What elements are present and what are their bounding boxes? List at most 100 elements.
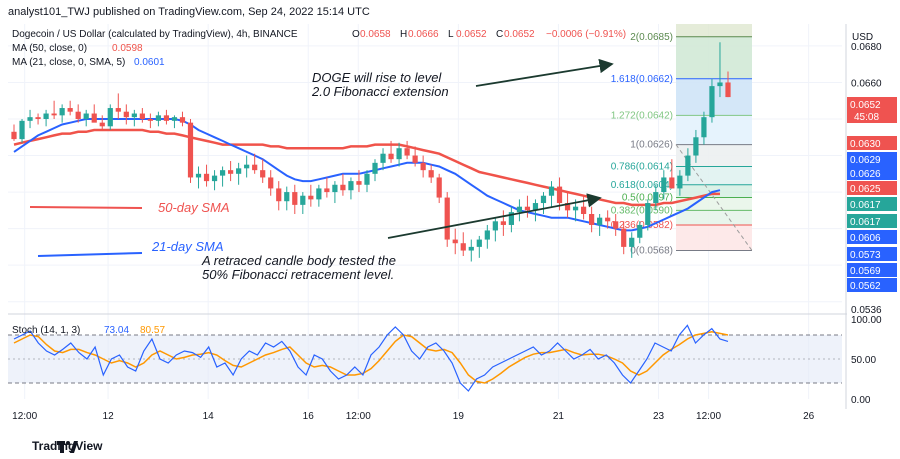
candle-body	[428, 170, 434, 178]
candle-body	[412, 155, 418, 163]
candle-body	[340, 184, 346, 191]
price-badge-label: 0.0625	[850, 184, 881, 195]
candle-body	[701, 117, 707, 138]
fib-tool[interactable]: 2(0.0685) 1.618(0.0662) 1.272(0.0642) 1(0.0…	[611, 24, 753, 257]
chart-area[interactable]: 2(0.0685) 1.618(0.0662) 1.272(0.0642) 1(0.0…	[0, 24, 900, 434]
candle-body	[211, 175, 218, 182]
price-badge	[847, 278, 897, 292]
candle-body	[460, 243, 466, 251]
candle-body	[131, 113, 137, 118]
candle-body	[356, 181, 362, 185]
candle-body	[75, 111, 81, 119]
candle-body	[372, 162, 378, 174]
candle-body	[580, 206, 587, 214]
candle-body	[564, 203, 571, 211]
price-badge-label: 0.0617	[850, 200, 881, 211]
candle-body	[99, 122, 105, 127]
candle-body	[484, 230, 490, 240]
candle-body	[605, 217, 611, 222]
ma50-line	[13, 128, 720, 207]
candle-body	[59, 108, 65, 116]
candle-body	[572, 206, 579, 211]
stoch-legend-label: Stoch (14, 1, 3)	[12, 325, 80, 336]
price-tick: 0.0660	[851, 78, 882, 89]
candle-body	[669, 177, 675, 189]
footer: TradingView	[0, 434, 900, 459]
candle-body	[725, 82, 731, 98]
candle-body	[316, 188, 322, 200]
candle-body	[589, 214, 595, 225]
candle-body	[348, 181, 354, 191]
candle-body	[284, 192, 290, 202]
candle-body	[324, 188, 330, 193]
candle-body	[332, 184, 338, 193]
countdown-label: 45:08	[854, 112, 879, 123]
price-tick: 0.0680	[851, 42, 882, 53]
price-badge	[847, 230, 897, 244]
candle-body	[404, 148, 410, 156]
ma21-label-line	[37, 252, 143, 257]
legend-change: −0.0006 (−0.91%)	[546, 29, 626, 40]
price-badge-label: 0.0629	[850, 155, 881, 166]
stoch-pane: Stoch (14, 1, 3) 73.04 80.57 100.00 50.00 0.0…	[8, 315, 882, 406]
candle-body	[244, 164, 250, 169]
tradingview-logo-icon[interactable]	[8, 436, 128, 456]
time-tick: 12:00	[12, 411, 37, 422]
candle-body	[123, 111, 129, 118]
price-badge-label: 0.0652	[850, 100, 881, 111]
candle-body	[524, 206, 531, 211]
legend-ohlc-value: 0.0666	[408, 29, 439, 40]
legend-ohlc-label: C	[496, 29, 503, 40]
arrow-to-fib-05	[387, 193, 602, 239]
annotation-text: 50-day SMA	[158, 200, 230, 215]
candle-body	[139, 113, 145, 119]
candle-body	[236, 168, 242, 174]
time-axis[interactable]: 12:00 12 14 16 12:00 19 21 23 12:00 26	[12, 411, 814, 422]
candle-body	[685, 155, 691, 176]
candle-body	[388, 153, 394, 160]
stoch-k-value: 73.04	[104, 325, 129, 336]
candle-body	[27, 117, 33, 121]
candle-body	[693, 137, 699, 156]
candle-body	[476, 239, 482, 247]
candle-body	[468, 246, 474, 251]
candle-body	[548, 186, 555, 196]
time-tick: 23	[653, 411, 665, 422]
time-tick: 12	[103, 411, 115, 422]
fib-zone	[676, 166, 752, 185]
candle-body	[380, 153, 386, 163]
candle-body	[621, 228, 627, 247]
price-badge	[847, 263, 897, 277]
fib-level-label: 0(0.0568)	[630, 246, 673, 257]
price-badge-label: 0.0630	[850, 139, 881, 150]
legend-symbol: Dogecoin / US Dollar (calculated by Trad…	[12, 29, 298, 40]
price-tick: 0.0536	[851, 305, 882, 316]
candle-body	[308, 195, 314, 200]
candle-body	[43, 113, 49, 119]
time-tick: 21	[553, 411, 565, 422]
price-badge	[847, 247, 897, 261]
candle-body	[717, 82, 723, 87]
fib-level-label: 1.618(0.0662)	[611, 74, 673, 85]
price-badge	[847, 97, 897, 123]
candle-body	[179, 117, 186, 123]
candle-body	[260, 170, 266, 178]
candle-body	[163, 115, 170, 121]
price-badge-label: 0.0626	[850, 169, 881, 180]
fib-level-label: 1.272(0.0642)	[611, 110, 673, 121]
price-badge-label: 0.0617	[850, 217, 881, 228]
price-badge	[847, 166, 897, 180]
candle-body	[709, 86, 715, 118]
candle-body	[540, 195, 547, 204]
candle-body	[155, 115, 162, 121]
fib-zone-top	[676, 24, 752, 37]
candle-body	[629, 237, 635, 247]
candle-body	[187, 122, 194, 178]
candle-body	[516, 206, 523, 213]
price-badge	[847, 152, 897, 166]
annotation-text: 21-day SMA	[151, 239, 224, 254]
legend: Dogecoin / US Dollar (calculated by Trad…	[12, 29, 626, 68]
legend-ma21-label: MA (21, close, 0, SMA, 5)	[12, 57, 125, 68]
